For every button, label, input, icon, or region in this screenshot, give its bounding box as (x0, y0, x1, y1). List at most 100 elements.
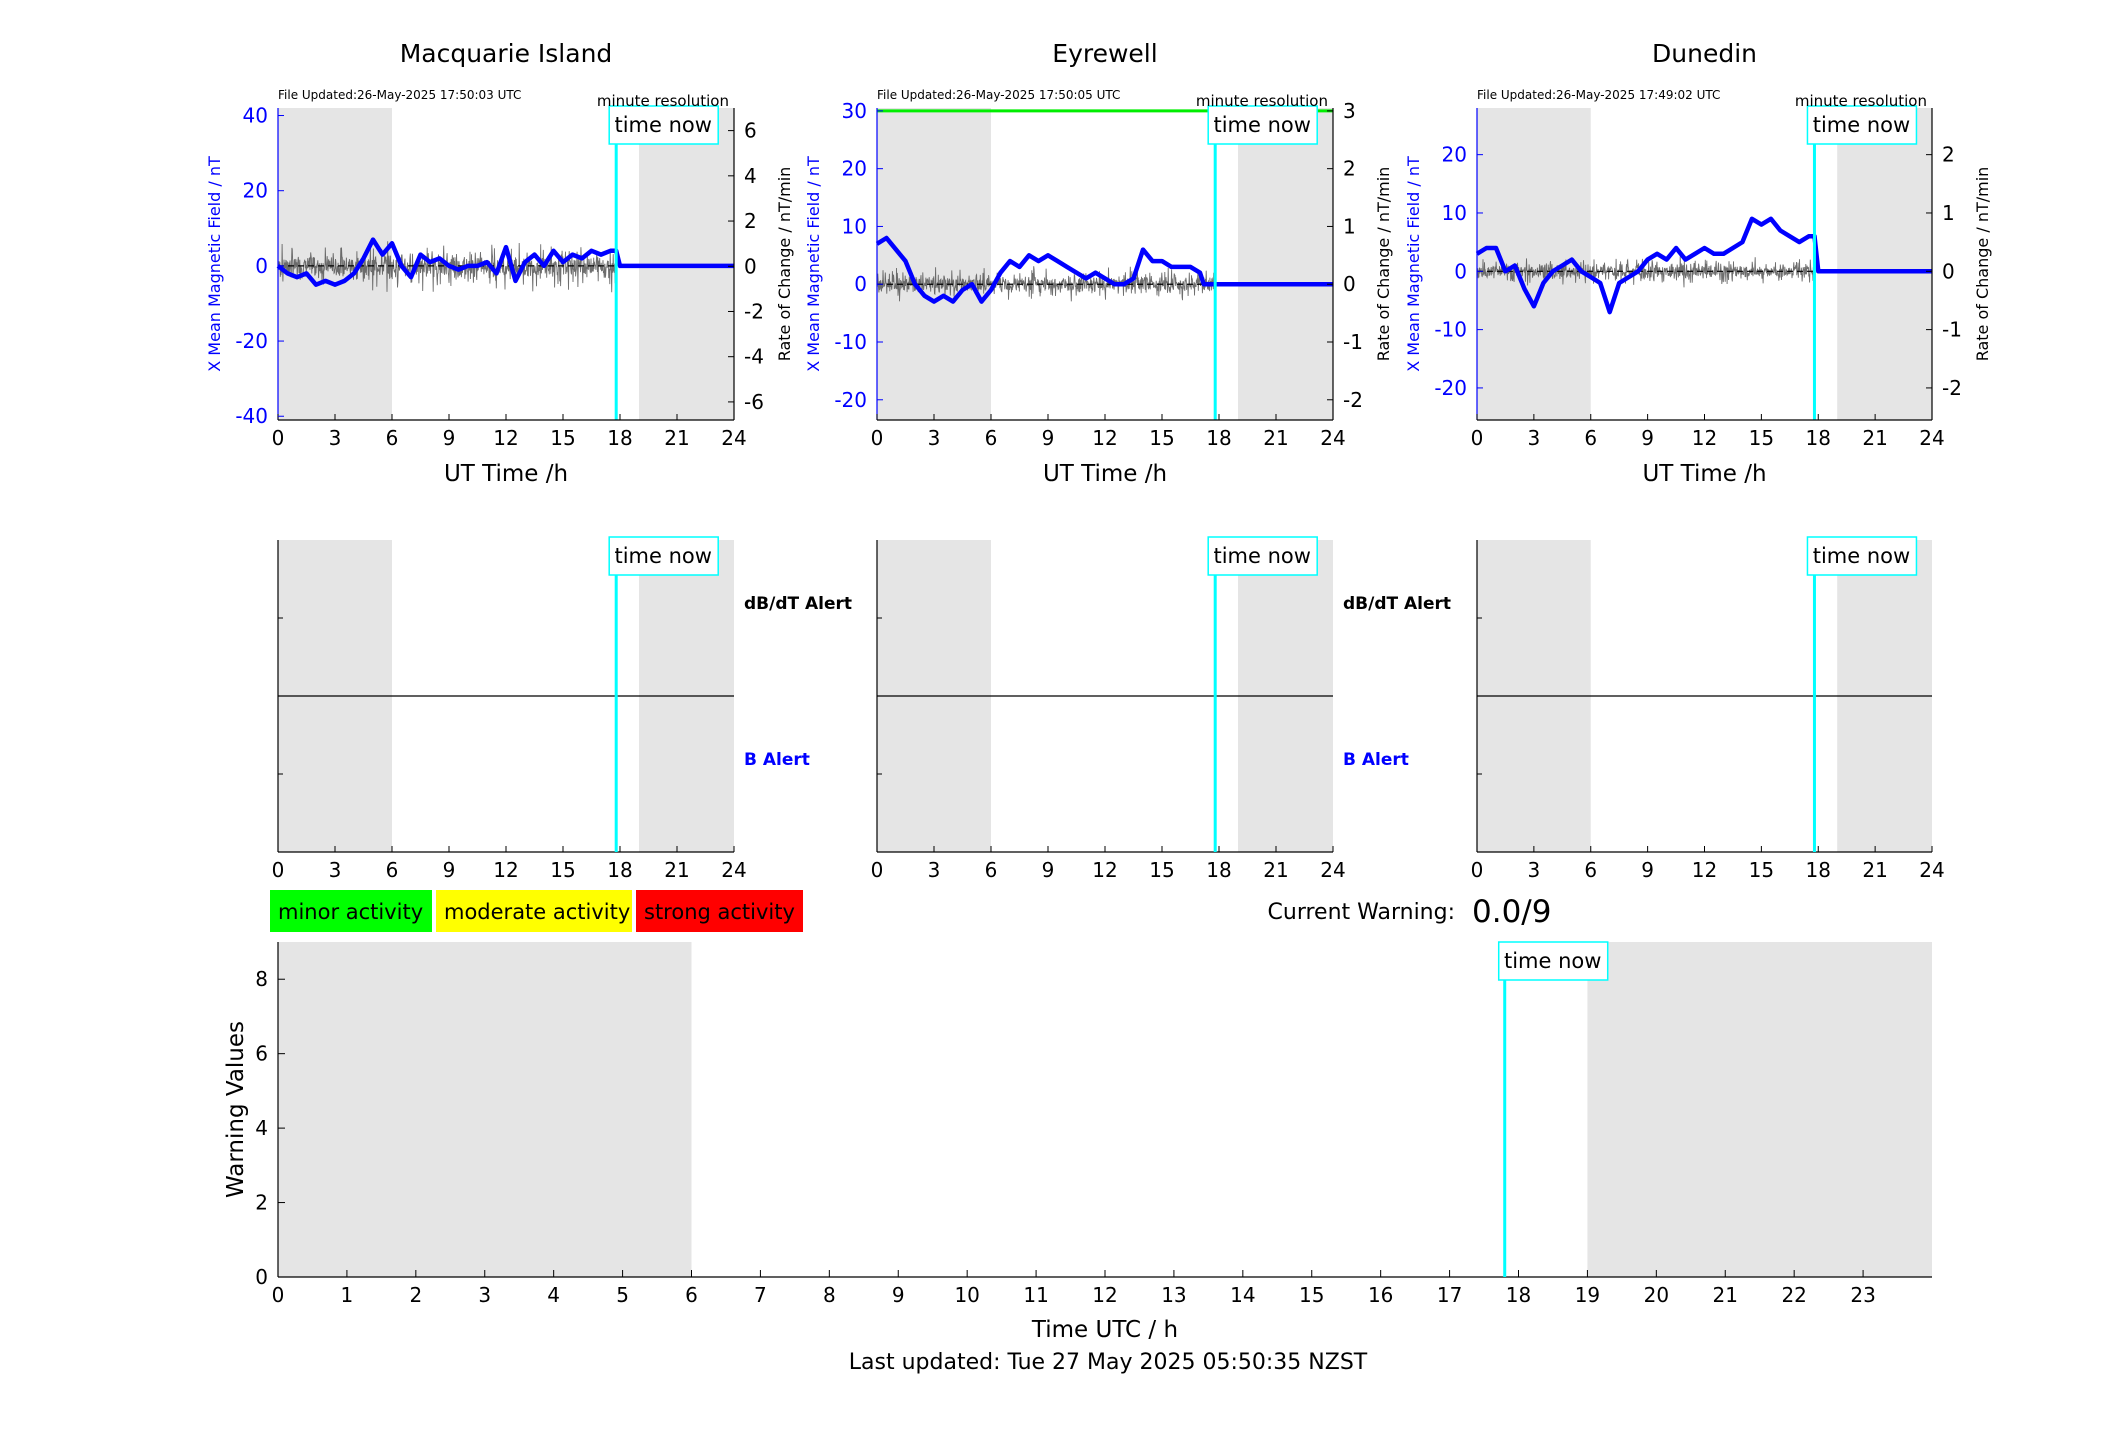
night-shading-0 (877, 108, 991, 420)
x-tick-label: 15 (1149, 858, 1174, 882)
x-tick-label: 15 (1749, 858, 1774, 882)
x-tick-label: 18 (1806, 426, 1831, 450)
station-panels: Macquarie Island time now File Updated:26-… (205, 39, 1992, 487)
x-tick-label: 10 (954, 1283, 979, 1307)
right-y-tick-label: -2 (1343, 388, 1363, 412)
left-y-tick-label: -40 (235, 404, 268, 428)
left-y-tick-label: -10 (1434, 318, 1467, 342)
alert-panel-1: time now dB/dT Alert B Alert 0 3 6 9 12 15 18 21 24 (871, 536, 1451, 882)
x-tick-label: 21 (664, 426, 689, 450)
legend-swatch-minor (270, 890, 432, 932)
x-tick-label: 24 (721, 858, 746, 882)
right-y-tick-label: 0 (1343, 272, 1356, 296)
x-tick-label: 21 (1263, 426, 1288, 450)
right-y-tick-label: 4 (744, 164, 757, 188)
left-y-tick-label: 40 (243, 104, 268, 128)
resolution-text: minute resolution (597, 92, 729, 110)
right-y-tick-label: -1 (1942, 318, 1962, 342)
x-axis-label: UT Time /h (1043, 461, 1167, 487)
left-y-tick-label: -10 (834, 330, 867, 354)
x-tick-label: 0 (1471, 858, 1484, 882)
time-now-box (608, 536, 719, 576)
x-tick-label: 8 (823, 1283, 836, 1307)
left-y-axis-label: X Mean Magnetic Field / nT (1404, 156, 1423, 372)
left-y-tick-label: 0 (854, 272, 867, 296)
alert-panels: time now dB/dT Alert B Alert 0 3 6 9 12 15 18 21 24… (272, 536, 1945, 882)
x-tick-label: 6 (386, 858, 399, 882)
x-tick-label: 4 (547, 1283, 560, 1307)
x-tick-label: 11 (1023, 1283, 1048, 1307)
b-alert-label: B Alert (1343, 750, 1409, 770)
night-shading-1 (1238, 108, 1333, 420)
rate-of-change-series (277, 241, 617, 293)
y-tick-label: 8 (255, 967, 268, 991)
activity-legend: minor activity moderate activity strong … (270, 890, 803, 932)
x-tick-label: 5 (616, 1283, 629, 1307)
time-now-box (1207, 105, 1318, 145)
x-tick-label: 19 (1575, 1283, 1600, 1307)
x-tick-label: 15 (1149, 426, 1174, 450)
right-y-axis-label: Rate of Change / nT/min (1374, 167, 1393, 362)
right-y-tick-label: 3 (1343, 99, 1356, 123)
magnetic-field-series (875, 235, 1333, 304)
x-tick-label: 6 (1584, 858, 1597, 882)
x-axis-label: UT Time /h (1642, 461, 1766, 487)
legend-label-moderate: moderate activity (444, 900, 630, 924)
x-tick-label: 9 (892, 1283, 905, 1307)
x-tick-label: 6 (985, 858, 998, 882)
x-tick-label: 24 (1320, 426, 1345, 450)
x-axis-label: UT Time /h (444, 461, 568, 487)
x-tick-label: 16 (1368, 1283, 1393, 1307)
right-y-tick-label: -2 (1942, 376, 1962, 400)
file-updated-text: File Updated:26-May-2025 17:50:05 UTC (877, 88, 1120, 102)
resolution-text: minute resolution (1196, 92, 1328, 110)
x-tick-label: 6 (985, 426, 998, 450)
x-tick-label: 12 (1092, 858, 1117, 882)
x-tick-label: 12 (493, 858, 518, 882)
time-now-box (1806, 536, 1918, 576)
x-tick-label: 24 (1919, 426, 1944, 450)
x-tick-label: 9 (1042, 426, 1055, 450)
time-now-label: time now (1813, 113, 1910, 137)
x-tick-label: 0 (272, 858, 285, 882)
dbdt-alert-label: dB/dT Alert (744, 594, 852, 614)
night-shading-1 (1837, 108, 1932, 420)
x-tick-label: 12 (1092, 426, 1117, 450)
x-tick-label: 0 (1471, 426, 1484, 450)
x-tick-label: 3 (329, 426, 342, 450)
current-warning-label: Current Warning: (1268, 900, 1455, 925)
x-tick-label: 18 (607, 858, 632, 882)
night-shading-1 (1587, 942, 1932, 1277)
time-now-label: time now (1504, 949, 1601, 973)
left-y-tick-label: -20 (1434, 376, 1467, 400)
time-now-label: time now (614, 544, 711, 568)
alert-panel-0: time now dB/dT Alert B Alert 0 3 6 9 12 15 18 21 24 (272, 536, 852, 882)
x-tick-label: 0 (871, 858, 884, 882)
x-tick-label: 13 (1161, 1283, 1186, 1307)
x-tick-label: 3 (1528, 426, 1541, 450)
x-tick-label: 15 (550, 858, 575, 882)
station-title: Macquarie Island (400, 39, 613, 68)
dbdt-alert-label: dB/dT Alert (1343, 594, 1451, 614)
last-updated-text: Last updated: Tue 27 May 2025 05:50:35 N… (849, 1350, 1368, 1375)
x-tick-label: 3 (1528, 858, 1541, 882)
y-tick-label: 4 (255, 1116, 268, 1140)
x-tick-label: 12 (1692, 426, 1717, 450)
x-tick-label: 18 (1206, 426, 1231, 450)
x-tick-label: 3 (928, 426, 941, 450)
time-now-label: time now (1813, 544, 1910, 568)
x-tick-label: 21 (1862, 858, 1887, 882)
rate-of-change-series (876, 266, 1216, 302)
left-y-tick-label: 20 (1442, 143, 1467, 167)
x-tick-label: 9 (443, 858, 456, 882)
right-y-axis-label: Rate of Change / nT/min (775, 167, 794, 362)
legend-label-minor: minor activity (278, 900, 423, 924)
time-now-box (608, 105, 719, 145)
x-tick-label: 1 (341, 1283, 354, 1307)
alert-panel-2: time now 0 3 6 9 12 15 18 21 24 (1471, 536, 1945, 882)
x-tick-label: 12 (1092, 1283, 1117, 1307)
station-title: Dunedin (1652, 39, 1757, 68)
x-tick-label: 0 (272, 1283, 285, 1307)
left-y-tick-label: -20 (834, 388, 867, 412)
right-y-tick-label: 6 (744, 119, 757, 143)
